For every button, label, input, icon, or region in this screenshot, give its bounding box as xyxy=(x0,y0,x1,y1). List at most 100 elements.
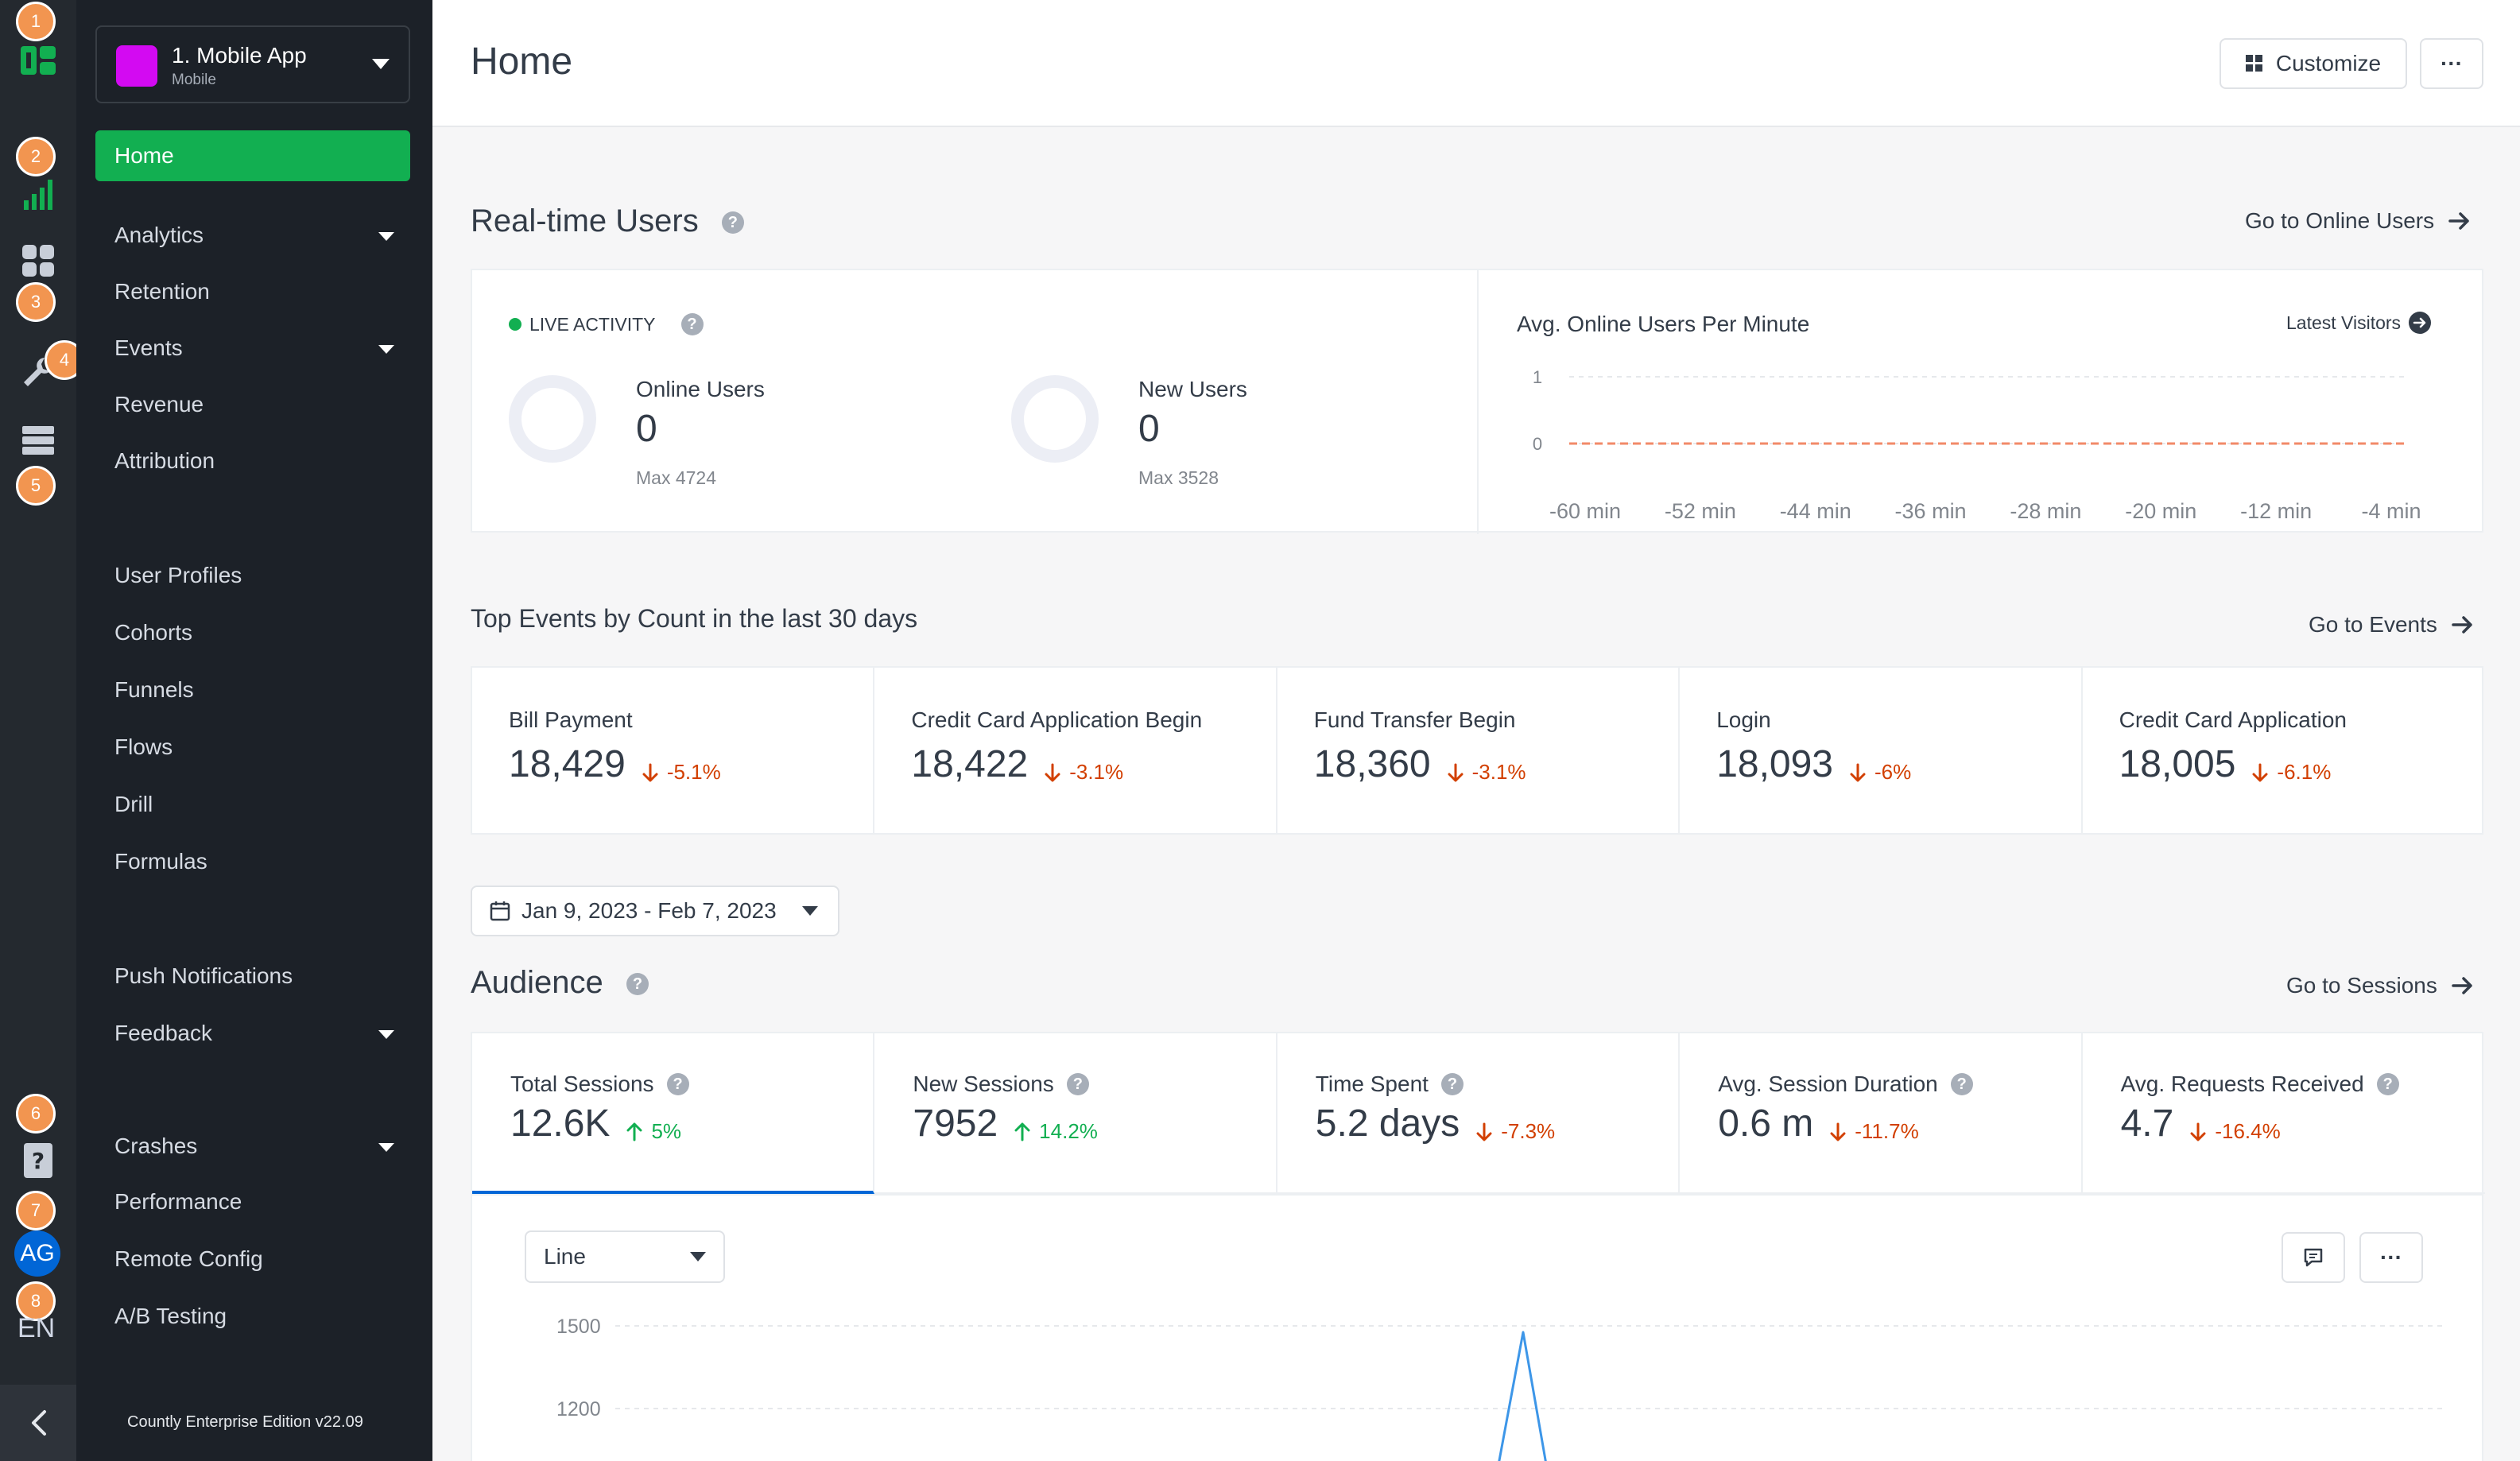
realtime-title-text: Real-time Users xyxy=(471,203,699,238)
tour-badge-2: 2 xyxy=(16,137,56,176)
sidebar-item-remote-config[interactable]: Remote Config xyxy=(114,1246,263,1271)
language-selector[interactable]: EN xyxy=(17,1313,56,1343)
calendar-icon xyxy=(490,901,510,921)
audience-metric-name: Time Spent xyxy=(1315,1072,1429,1096)
latest-visitors-link[interactable]: Latest Visitors xyxy=(2286,312,2432,334)
dashboard-chart-icon[interactable] xyxy=(19,175,57,213)
help-icon[interactable]: ? xyxy=(626,973,649,996)
annotation-button[interactable] xyxy=(2282,1232,2345,1283)
apps-grid-icon[interactable] xyxy=(19,242,57,280)
sidebar-item-drill[interactable]: Drill xyxy=(114,792,153,816)
audience-chart: 1500 1200 xyxy=(556,1316,2444,1461)
event-name: Bill Payment xyxy=(509,707,633,732)
chevron-down-icon[interactable] xyxy=(378,232,394,241)
help-icon[interactable]: ? xyxy=(721,211,744,234)
chevron-down-icon[interactable] xyxy=(378,1030,394,1039)
arrow-right-icon xyxy=(2452,616,2472,634)
sidebar-item-ab-testing[interactable]: A/B Testing xyxy=(114,1304,227,1328)
event-metric[interactable]: Bill Payment 18,429 -5.1% xyxy=(472,668,875,833)
x-tick-label: -4 min xyxy=(2361,499,2421,523)
x-tick-label: -28 min xyxy=(2010,499,2081,523)
data-point xyxy=(1584,443,1586,444)
database-icon[interactable] xyxy=(19,421,57,459)
help-icon[interactable]: ? xyxy=(680,313,704,335)
user-avatar[interactable]: AG xyxy=(14,1230,60,1277)
chevron-down-icon xyxy=(690,1252,706,1261)
sidebar-item-retention[interactable]: Retention xyxy=(114,279,210,304)
audience-metric-name: New Sessions xyxy=(913,1072,1054,1096)
date-range-picker[interactable]: Jan 9, 2023 - Feb 7, 2023 xyxy=(471,886,839,936)
arrow-down-icon xyxy=(2190,1122,2206,1141)
sidebar-item-push-notifications[interactable]: Push Notifications xyxy=(114,963,293,988)
tab-audience-metric[interactable]: Time Spent? 5.2 days -7.3% xyxy=(1277,1033,1681,1194)
new-users-value: 0 xyxy=(1138,408,1160,450)
app-selector[interactable]: 1. Mobile App Mobile xyxy=(95,25,410,103)
go-to-events-link[interactable]: Go to Events xyxy=(2309,612,2474,637)
sidebar-item-events[interactable]: Events xyxy=(114,335,183,360)
help-icon[interactable]: ? xyxy=(2376,1073,2399,1095)
tab-audience-metric[interactable]: Avg. Requests Received? 4.7 -16.4% xyxy=(2082,1033,2485,1194)
chart-type-select[interactable]: Line xyxy=(525,1230,725,1283)
help-icon[interactable]: ? xyxy=(1440,1073,1464,1095)
tour-badge-5: 5 xyxy=(16,466,56,506)
tab-audience-metric[interactable]: New Sessions? 7952 14.2% xyxy=(874,1033,1277,1194)
arrow-up-icon xyxy=(1014,1122,1030,1141)
help-icon[interactable]: ? xyxy=(666,1073,689,1095)
sidebar-item-user-profiles[interactable]: User Profiles xyxy=(114,563,242,587)
data-point xyxy=(2045,443,2047,444)
sidebar-item-formulas[interactable]: Formulas xyxy=(114,849,207,874)
tab-audience-metric[interactable]: Avg. Session Duration? 0.6 m -11.7% xyxy=(1680,1033,2083,1194)
event-trend: -3.1% xyxy=(1044,760,1123,785)
sidebar-item-flows[interactable]: Flows xyxy=(114,734,173,759)
wrench-icon[interactable] xyxy=(19,353,57,391)
event-count: 18,093 xyxy=(1716,743,1833,785)
y-tick-label: 1200 xyxy=(556,1398,601,1420)
collapse-sidebar-button[interactable] xyxy=(0,1385,76,1461)
tour-badge-3: 3 xyxy=(16,282,56,322)
help-icon[interactable]: ? xyxy=(1950,1073,1973,1095)
arrow-down-icon xyxy=(1476,1122,1492,1141)
event-count: 18,005 xyxy=(2119,743,2236,785)
audience-metric-change: 14.2% xyxy=(1039,1119,1098,1143)
help-doc-icon[interactable]: ? xyxy=(19,1141,57,1180)
sidebar-item-funnels[interactable]: Funnels xyxy=(114,677,194,702)
go-to-online-users-link[interactable]: Go to Online Users xyxy=(2245,208,2471,234)
more-options-button[interactable]: ··· xyxy=(2420,38,2483,89)
svg-text:?: ? xyxy=(32,1148,45,1174)
arrow-down-icon xyxy=(642,763,658,781)
chevron-down-icon[interactable] xyxy=(378,1143,394,1152)
go-to-sessions-link[interactable]: Go to Sessions xyxy=(2286,973,2474,998)
event-change: -5.1% xyxy=(666,760,721,784)
countly-logo-icon[interactable] xyxy=(19,41,57,79)
sidebar-item-cohorts[interactable]: Cohorts xyxy=(114,620,193,645)
top-events-title: Top Events by Count in the last 30 days xyxy=(471,604,918,633)
arrow-down-icon xyxy=(1850,763,1866,781)
arrow-right-icon xyxy=(2448,212,2469,230)
sidebar-item-feedback[interactable]: Feedback xyxy=(114,1021,212,1045)
event-metric[interactable]: Fund Transfer Begin 18,360 -3.1% xyxy=(1277,668,1681,833)
audience-metric-trend: -7.3% xyxy=(1475,1119,1555,1144)
audience-metric-value: 4.7 xyxy=(2120,1103,2174,1145)
chevron-down-icon[interactable] xyxy=(378,345,394,354)
series-line xyxy=(1498,1331,1547,1461)
sidebar-item-attribution[interactable]: Attribution xyxy=(114,448,215,473)
customize-button[interactable]: Customize xyxy=(2220,38,2407,89)
sidebar: 1. Mobile App Mobile Home Analytics Rete… xyxy=(76,0,432,1461)
sidebar-item-home[interactable]: Home xyxy=(95,130,410,181)
sidebar-item-performance[interactable]: Performance xyxy=(114,1189,242,1214)
sidebar-item-crashes[interactable]: Crashes xyxy=(114,1134,198,1158)
event-metric[interactable]: Credit Card Application 18,005 -6.1% xyxy=(2083,668,2485,833)
event-metric[interactable]: Login 18,093 -6% xyxy=(1680,668,2083,833)
arrow-down-icon xyxy=(1045,763,1060,781)
sidebar-item-revenue[interactable]: Revenue xyxy=(114,392,204,417)
chart-more-button[interactable]: ··· xyxy=(2359,1232,2423,1283)
audience-metric-change: -16.4% xyxy=(2215,1119,2281,1143)
x-tick-label: -60 min xyxy=(1549,499,1621,523)
help-icon[interactable]: ? xyxy=(1066,1073,1089,1095)
event-trend: -6% xyxy=(1849,760,1911,785)
event-metric[interactable]: Credit Card Application Begin 18,422 -3.1% xyxy=(874,668,1277,833)
sidebar-item-analytics[interactable]: Analytics xyxy=(114,223,204,247)
online-users-max: Max 4724 xyxy=(636,467,717,488)
audience-metric-value: 0.6 m xyxy=(1718,1103,1814,1145)
tab-audience-metric[interactable]: Total Sessions? 12.6K 5% xyxy=(472,1033,875,1194)
